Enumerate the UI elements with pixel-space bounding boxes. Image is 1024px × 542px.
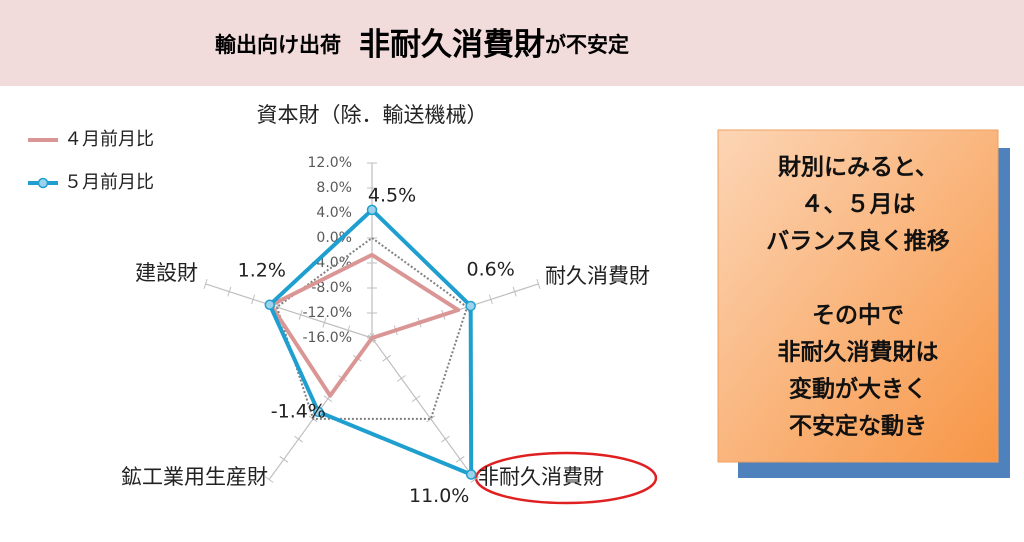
tick-mark bbox=[426, 415, 436, 423]
tick-mark bbox=[227, 286, 232, 297]
data-label: 4.5% bbox=[368, 184, 416, 206]
tick-mark bbox=[203, 279, 208, 289]
header-highlight: 非耐久消費財 bbox=[359, 27, 545, 63]
tick-label: -8.0% bbox=[311, 280, 352, 296]
category-label: 建設財 bbox=[135, 261, 198, 285]
header-prefix: 輸出向け出荷 bbox=[215, 33, 341, 57]
tick-mark bbox=[279, 456, 289, 463]
legend-marker bbox=[37, 177, 49, 189]
tick-mark bbox=[470, 476, 480, 483]
data-label: -1.4% bbox=[271, 400, 326, 422]
tick-label: 12.0% bbox=[308, 155, 352, 171]
data-point bbox=[313, 406, 324, 418]
tick-label: -12.0% bbox=[302, 305, 352, 321]
tick-label: -16.0% bbox=[302, 330, 352, 346]
tick-mark bbox=[488, 294, 493, 305]
data-point bbox=[465, 300, 476, 312]
axis-line bbox=[205, 283, 373, 339]
tick-mark bbox=[455, 456, 465, 463]
tick-label: 8.0% bbox=[316, 180, 352, 196]
data-label: 0.6% bbox=[467, 258, 515, 280]
category-label: 資本財（除．輸送機械） bbox=[257, 103, 488, 127]
note-text: 変動が大きく bbox=[789, 376, 927, 403]
data-label: 11.0% bbox=[409, 485, 469, 507]
tick-mark bbox=[441, 435, 450, 443]
tick-mark bbox=[298, 309, 303, 320]
note-text: その中で bbox=[812, 303, 904, 329]
note-text: 非耐久消費財は bbox=[778, 339, 939, 366]
tick-mark bbox=[346, 325, 351, 336]
data-point bbox=[465, 469, 477, 480]
series-line bbox=[267, 207, 474, 477]
tick-mark bbox=[512, 286, 517, 297]
category-label: 耐久消費財 bbox=[545, 264, 650, 288]
category-label: 鉱工業用生産財 bbox=[121, 465, 268, 489]
tick-mark bbox=[264, 476, 274, 483]
header-band bbox=[0, 0, 1024, 86]
note-box bbox=[717, 129, 999, 463]
tick-mark bbox=[411, 395, 421, 403]
note-text: 不安定な動き bbox=[789, 413, 927, 440]
data-point bbox=[366, 204, 378, 216]
series-line bbox=[268, 252, 461, 398]
tick-mark bbox=[251, 294, 256, 305]
note-text: 財別にみると、 bbox=[778, 155, 938, 181]
tick-mark bbox=[382, 354, 392, 362]
header-suffix: が不安定 bbox=[545, 33, 629, 57]
category-label: 非耐久消費財 bbox=[478, 465, 604, 489]
highlight-circle bbox=[474, 451, 658, 505]
data-point bbox=[264, 299, 276, 311]
data-label: 1.2% bbox=[238, 259, 286, 281]
note-text: ４、５月は bbox=[801, 192, 916, 218]
tick-mark bbox=[397, 375, 406, 382]
legend-label: ５月前月比 bbox=[64, 172, 154, 193]
tick-mark bbox=[322, 317, 327, 328]
tick-mark bbox=[294, 435, 303, 443]
axis-line bbox=[371, 337, 476, 480]
tick-mark bbox=[323, 395, 333, 403]
note-text: バランス良く推移 bbox=[766, 228, 950, 255]
header: 輸出向け出荷 非耐久消費財が不安定 bbox=[215, 27, 629, 63]
tick-label: 4.0% bbox=[316, 205, 352, 221]
legend-label: ４月前月比 bbox=[64, 129, 154, 150]
tick-mark bbox=[536, 279, 541, 289]
